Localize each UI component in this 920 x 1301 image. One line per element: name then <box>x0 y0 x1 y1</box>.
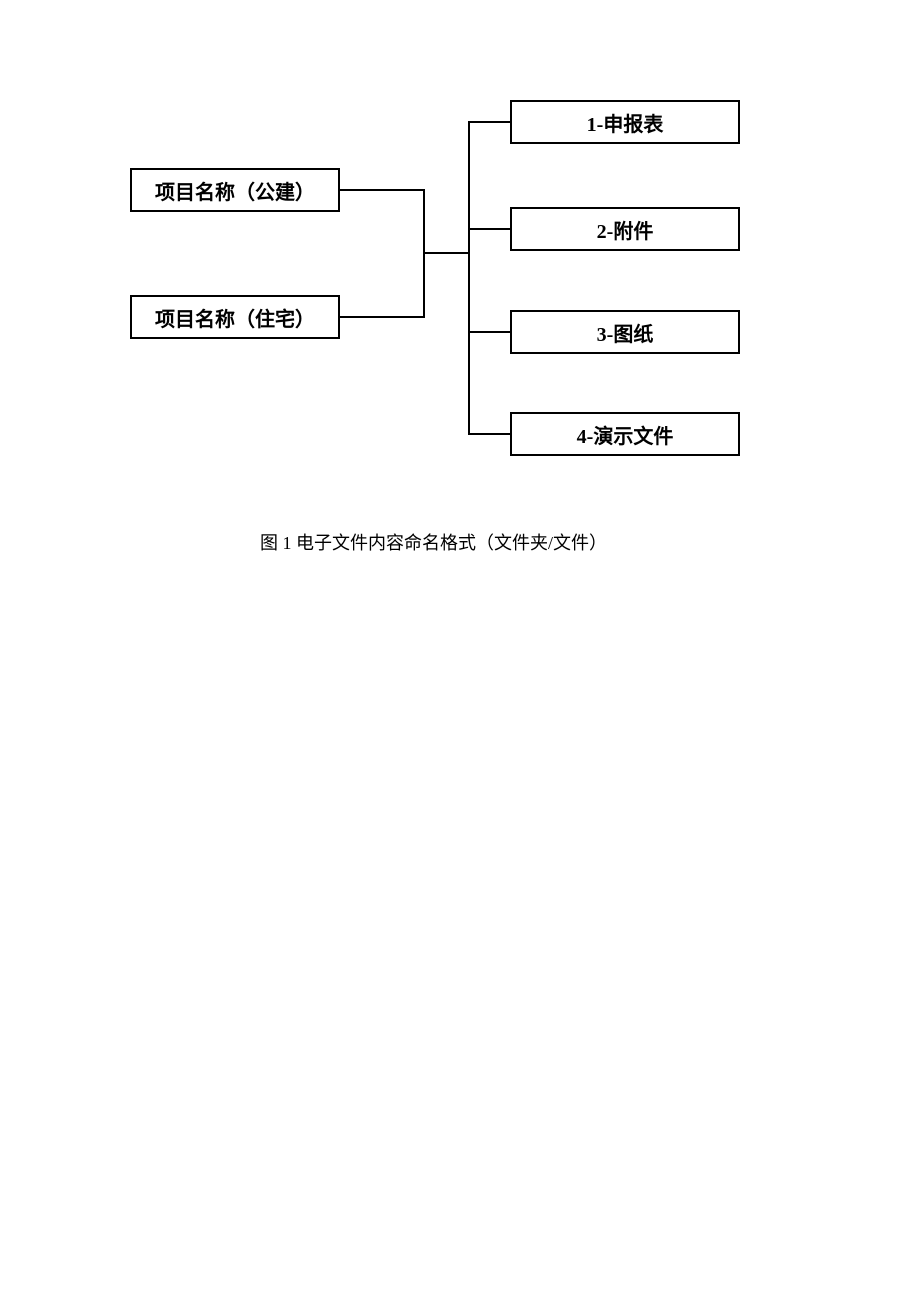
connector-line <box>468 121 510 123</box>
node-project-public: 项目名称（公建） <box>130 168 340 212</box>
connector-line <box>468 433 510 435</box>
node-presentation: 4-演示文件 <box>510 412 740 456</box>
connector-line <box>340 316 425 318</box>
node-drawings: 3-图纸 <box>510 310 740 354</box>
connector-line <box>468 121 470 435</box>
node-label: 项目名称（公建） <box>155 176 315 205</box>
node-label: 1-申报表 <box>587 108 664 137</box>
node-label: 项目名称（住宅） <box>155 303 315 332</box>
connector-line <box>468 331 510 333</box>
node-label: 3-图纸 <box>597 318 654 347</box>
folder-structure-diagram: 项目名称（公建） 项目名称（住宅） 1-申报表 2-附件 3-图纸 4-演示文件 <box>130 100 810 460</box>
node-label: 4-演示文件 <box>577 420 674 449</box>
node-application-form: 1-申报表 <box>510 100 740 144</box>
figure-caption: 图 1 电子文件内容命名格式（文件夹/文件） <box>260 530 640 557</box>
node-project-residential: 项目名称（住宅） <box>130 295 340 339</box>
caption-text: 图 1 电子文件内容命名格式（文件夹/文件） <box>260 533 607 553</box>
node-attachment: 2-附件 <box>510 207 740 251</box>
node-label: 2-附件 <box>597 215 654 244</box>
connector-line <box>468 228 510 230</box>
connector-line <box>340 189 425 191</box>
connector-line <box>423 252 470 254</box>
